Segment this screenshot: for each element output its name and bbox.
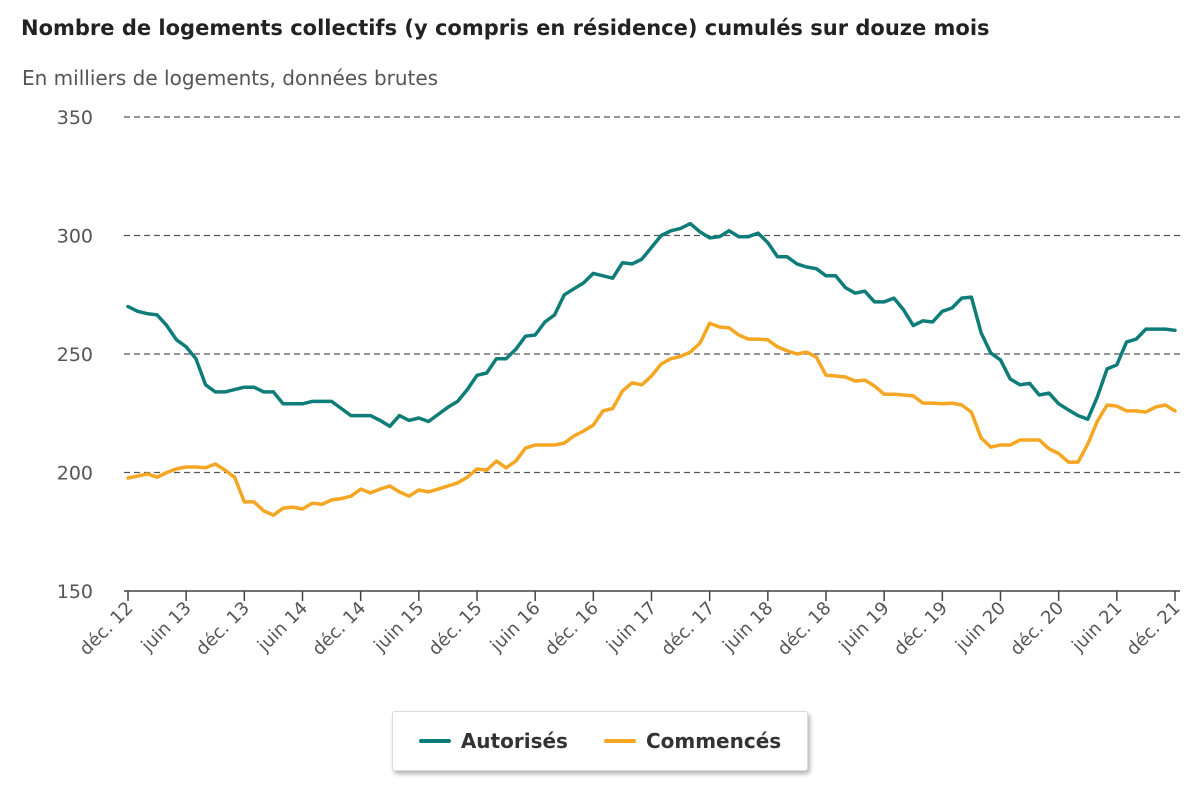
x-tick-label: juin 13 — [137, 598, 196, 657]
legend-swatch-icon — [603, 739, 636, 743]
x-tick-label: juin 19 — [835, 598, 894, 657]
y-tick-label: 200 — [57, 463, 93, 485]
legend-item-autorises[interactable]: Autorisés — [418, 729, 568, 753]
x-tick-label: déc. 21 — [1122, 598, 1184, 660]
x-tick-label: juin 18 — [718, 598, 777, 657]
y-tick-label: 350 — [57, 107, 93, 129]
x-tick-label: déc. 13 — [192, 598, 254, 660]
series-line-commences — [126, 321, 1177, 517]
y-tick-label: 300 — [57, 226, 93, 248]
chart-title: Nombre de logements collectifs (y compri… — [21, 16, 990, 40]
x-tick-label: déc. 18 — [773, 598, 835, 660]
x-tick-label: juin 20 — [951, 598, 1010, 657]
x-tick-label: déc. 19 — [890, 598, 952, 660]
series-line-autorises — [126, 221, 1177, 429]
x-tick-label: déc. 16 — [541, 598, 603, 660]
legend-label: Autorisés — [460, 729, 568, 753]
legend: Autorisés Commencés — [392, 711, 808, 771]
x-tick-label: juin 17 — [602, 598, 661, 657]
y-tick-label: 150 — [57, 581, 93, 603]
x-tick-label: juin 16 — [486, 598, 545, 657]
chart-subtitle: En milliers de logements, données brutes — [22, 66, 439, 90]
x-tick-label: juin 14 — [253, 598, 312, 657]
x-tick-label: juin 21 — [1067, 598, 1126, 657]
x-tick-label: déc. 20 — [1006, 598, 1068, 660]
legend-label: Commencés — [645, 729, 782, 753]
legend-item-commences[interactable]: Commencés — [603, 729, 782, 753]
x-tick-label: juin 15 — [369, 598, 428, 657]
x-tick-label: déc. 12 — [75, 598, 137, 660]
x-tick-label: déc. 14 — [308, 598, 370, 660]
legend-swatch-icon — [418, 739, 451, 743]
x-tick-label: déc. 17 — [657, 598, 719, 660]
x-tick-label: déc. 15 — [424, 598, 486, 660]
y-tick-label: 250 — [57, 344, 93, 366]
